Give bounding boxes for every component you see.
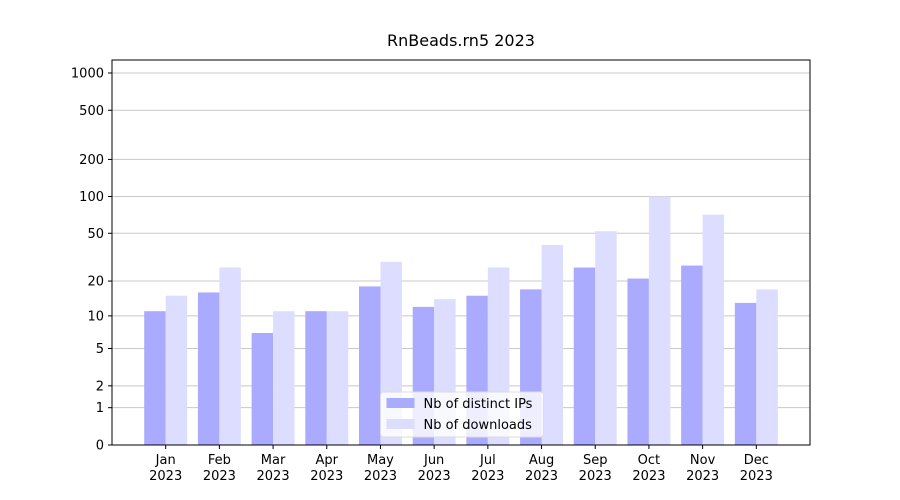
- legend-label: Nb of downloads: [424, 418, 533, 433]
- y-tick-label: 10: [87, 309, 104, 324]
- y-tick-label: 500: [79, 104, 104, 119]
- y-tick-label: 1000: [71, 66, 104, 81]
- y-tick-label: 200: [79, 153, 104, 168]
- legend-swatch: [386, 419, 415, 429]
- legend: [380, 391, 544, 438]
- x-tick-label: Apr 2023: [310, 453, 344, 484]
- bar: [541, 245, 564, 445]
- bar: [702, 214, 725, 445]
- bar: [251, 333, 274, 445]
- legend-label: Nb of distinct IPs: [424, 397, 533, 412]
- y-tick-label: 5: [96, 342, 104, 357]
- bar: [573, 267, 596, 445]
- y-tick-label: 0: [96, 439, 104, 454]
- x-tick-label: Aug 2023: [524, 453, 559, 484]
- bar: [165, 295, 188, 445]
- bar: [305, 311, 327, 445]
- bar: [197, 292, 220, 445]
- x-tick-label: Feb 2023: [202, 453, 236, 484]
- x-tick-label: Oct 2023: [632, 453, 666, 484]
- bar: [273, 311, 295, 445]
- bar: [358, 286, 381, 445]
- bar: [734, 302, 757, 445]
- bar: [627, 278, 649, 445]
- x-tick-label: Jan 2023: [149, 453, 183, 484]
- x-tick-label: Jul 2023: [471, 453, 505, 484]
- bar: [648, 196, 671, 445]
- x-tick-label: Mar 2023: [256, 453, 290, 484]
- x-tick-label: May 2023: [363, 453, 397, 484]
- axes-frame: [111, 59, 811, 446]
- y-tick-label: 2: [96, 379, 104, 394]
- x-tick-label: Dec 2023: [739, 453, 773, 484]
- legend-swatch: [386, 398, 415, 408]
- x-tick-label: Jun 2023: [417, 453, 451, 484]
- bar: [144, 311, 166, 445]
- bar: [219, 267, 241, 445]
- bar: [326, 311, 349, 445]
- x-tick-label: Sep 2023: [578, 453, 612, 484]
- bar: [756, 289, 778, 445]
- chart-title: RnBeads.rn5 2023: [387, 31, 535, 50]
- y-tick-label: 100: [79, 190, 104, 205]
- x-tick-label: Nov 2023: [686, 453, 720, 484]
- bar: [595, 231, 617, 445]
- y-tick-label: 20: [87, 275, 104, 290]
- y-tick-label: 50: [87, 227, 104, 242]
- bar: [681, 265, 703, 445]
- y-tick-label: 1: [96, 401, 104, 416]
